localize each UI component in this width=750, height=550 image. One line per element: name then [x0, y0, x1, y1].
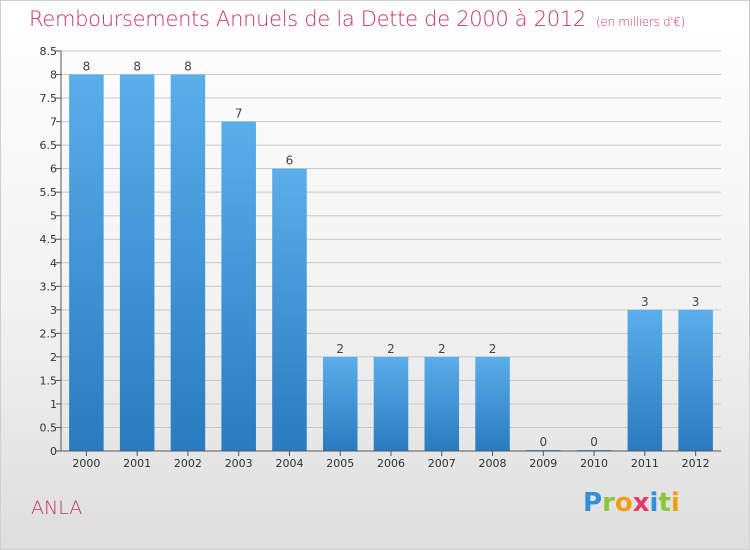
data-label-2006: 2: [387, 342, 395, 356]
brand-letter: r: [602, 488, 615, 518]
bar-2006: [373, 356, 409, 451]
x-tick-label-2008: 2008: [479, 457, 507, 470]
y-tick-label: 1.5: [40, 374, 58, 387]
chart-unit: (en milliers d'€): [596, 15, 686, 29]
bar-2002: [170, 74, 206, 451]
data-label-2010: 0: [590, 435, 598, 449]
y-tick-label: 8.5: [40, 45, 58, 58]
x-tick-label-2012: 2012: [682, 457, 710, 470]
bar-2000: [69, 74, 104, 451]
chart-title-text: Remboursements Annuels de la Dette de 20…: [29, 7, 586, 31]
data-label-2001: 8: [133, 60, 141, 74]
y-tick-label: 4.5: [40, 233, 58, 246]
place-name: ANLA: [31, 497, 83, 519]
data-label-2002: 8: [184, 60, 192, 74]
brand-letter: P: [583, 488, 603, 518]
y-tick-label: 5: [50, 210, 57, 223]
bar-2004: [272, 168, 307, 451]
x-tick-label-2006: 2006: [377, 457, 405, 470]
bar-2005: [322, 356, 358, 451]
data-label-2000: 8: [83, 60, 91, 74]
bar-2007: [424, 356, 460, 451]
chart-title: Remboursements Annuels de la Dette de 20…: [29, 7, 685, 31]
data-label-2012: 3: [692, 295, 700, 309]
y-tick-label: 0.5: [40, 421, 58, 434]
y-tick-label: 8: [50, 69, 57, 82]
x-tick-label-2000: 2000: [72, 457, 100, 470]
x-tick-label-2009: 2009: [529, 457, 557, 470]
x-tick-label-2011: 2011: [631, 457, 659, 470]
x-tick-label-2003: 2003: [225, 457, 253, 470]
bar-2008: [475, 356, 510, 451]
bar-2001: [119, 74, 155, 451]
brand-letter: x: [632, 488, 650, 518]
brand-letter: o: [614, 488, 633, 518]
data-label-2003: 7: [235, 107, 243, 121]
axes: 0 0.5 1 1.5 2 2.5 3 3.5 4 4.5 5 5.5 6 6.5 7 7.5 8 8.5 2000…: [40, 45, 721, 470]
x-tick-label-2010: 2010: [580, 457, 608, 470]
y-tick-label: 6: [50, 163, 57, 176]
data-label-2011: 3: [641, 295, 649, 309]
x-tick-label-2001: 2001: [123, 457, 151, 470]
brand-letter: i: [649, 488, 659, 518]
x-tick-label-2004: 2004: [275, 457, 303, 470]
x-tick-label-2002: 2002: [174, 457, 202, 470]
y-tick-label: 2: [50, 351, 57, 364]
data-label-2005: 2: [336, 342, 344, 356]
brand-letter: i: [670, 488, 680, 518]
y-tick-label: 4: [50, 257, 57, 270]
data-label-2007: 2: [438, 342, 446, 356]
data-label-2004: 6: [286, 154, 294, 168]
data-label-2008: 2: [489, 342, 497, 356]
y-tick-label: 7: [50, 116, 57, 129]
x-tick-label-2007: 2007: [428, 457, 456, 470]
y-tick-label: 6.5: [40, 139, 58, 152]
data-label-2009: 0: [539, 435, 547, 449]
brand-letter: t: [658, 488, 671, 518]
y-tick-label: 3: [50, 304, 57, 317]
y-tick-label: 1: [50, 398, 57, 411]
y-tick-label: 2.5: [40, 327, 58, 340]
y-tick-label: 7.5: [40, 92, 58, 105]
y-tick-label: 3.5: [40, 280, 58, 293]
bar-2012: [678, 309, 713, 451]
y-tick-label: 0: [50, 445, 57, 458]
bar-2011: [627, 309, 663, 451]
y-tick-label: 5.5: [40, 186, 58, 199]
bar-2003: [221, 121, 256, 452]
brand-logo: Proxiti: [583, 488, 680, 518]
bars: 8 8 8 7 6 2 2 2 2 0 0 3 3: [69, 60, 713, 452]
x-tick-label-2005: 2005: [326, 457, 354, 470]
